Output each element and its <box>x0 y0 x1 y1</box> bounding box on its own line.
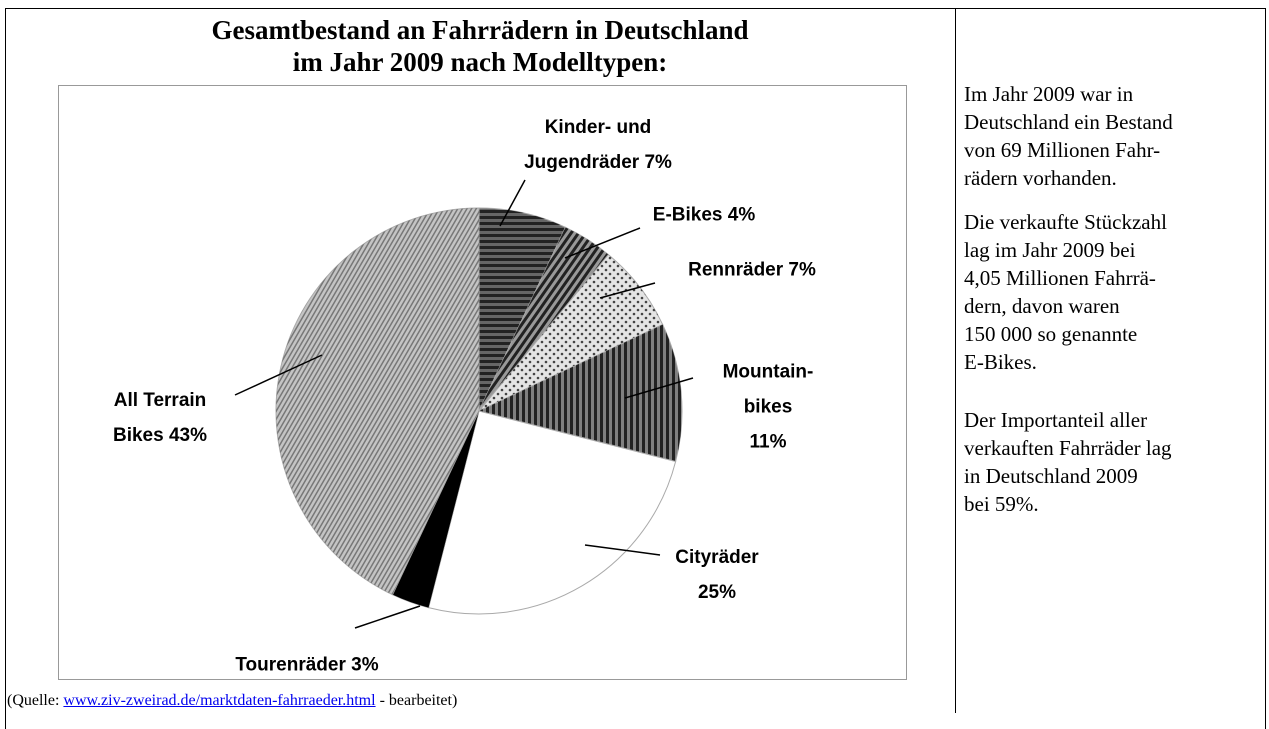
paragraph: Die verkaufte Stückzahl lag im Jahr 2009 … <box>964 208 1264 376</box>
text-line: 150 000 so genannte <box>964 322 1138 346</box>
value-label: 7% <box>644 152 672 173</box>
leader-line <box>234 354 323 396</box>
page-frame <box>5 8 1266 729</box>
slice-texture <box>276 208 479 595</box>
text-line: Der Importanteil aller <box>964 408 1148 432</box>
slice-texture <box>428 411 676 614</box>
category-name: Tourenräder <box>235 654 346 676</box>
leader-line <box>624 377 694 399</box>
text-line: bei 59%. <box>964 492 1039 516</box>
source-suffix: - bearbeitet) <box>375 692 458 709</box>
slice-label: Kinder- und Jugendräder 7% <box>503 110 693 180</box>
column-divider <box>955 8 956 713</box>
text-line: dern, davon waren <box>964 294 1120 318</box>
leader-line <box>499 179 526 227</box>
title-line: im Jahr 2009 nach Modelltypen: <box>292 47 668 77</box>
paragraph: Der Importanteil aller verkauften Fahrräd… <box>964 406 1264 518</box>
text-line: verkauften Fahrräder lag <box>964 436 1172 460</box>
slices <box>275 207 683 615</box>
slice-label: Cityräder 25% <box>657 540 777 610</box>
text-line: Im Jahr 2009 war in <box>964 82 1134 106</box>
chart-title: Gesamtbestand an Fahrrädern in Deutschla… <box>5 14 955 78</box>
chart <box>234 179 694 629</box>
slice-texture <box>479 227 609 411</box>
sidebar: Im Jahr 2009 war in Deutschland ein Besta… <box>964 80 1264 534</box>
text-line: 4,05 Millionen Fahrrä- <box>964 266 1156 290</box>
value-label: 11% <box>749 431 787 453</box>
text-line: lag im Jahr 2009 bei <box>964 238 1136 262</box>
slice-label: Mountain-bikes 11% <box>713 355 823 460</box>
title-line: Gesamtbestand an Fahrrädern in Deutschla… <box>211 15 749 45</box>
leader-line <box>584 544 661 556</box>
slice-label: All Terrain Bikes 43% <box>95 383 225 453</box>
category-name: Mountain-bikes <box>722 361 814 418</box>
text-line: Deutschland ein Bestand <box>964 110 1173 134</box>
text-line: E-Bikes. <box>964 350 1037 374</box>
text-line: in Deutschland 2009 <box>964 464 1138 488</box>
slice-label: E-Bikes 4% <box>604 198 804 233</box>
text-line: rädern vorhanden. <box>964 166 1117 190</box>
category-name: Kinder- und Jugendräder <box>524 117 652 173</box>
leader-line <box>564 227 641 259</box>
slice-texture <box>479 324 682 462</box>
leader-line <box>354 605 421 629</box>
text-line: Die verkaufte Stückzahl <box>964 210 1167 234</box>
source-note: (Quelle: www.ziv-zweirad.de/marktdaten-f… <box>7 692 457 710</box>
source-prefix: (Quelle: <box>7 692 64 709</box>
slice-label: Rennräder 7% <box>652 253 852 288</box>
value-label: 25% <box>697 582 737 603</box>
category-name: Rennräder <box>688 259 784 281</box>
slice-texture <box>392 411 479 608</box>
slice-texture <box>479 208 566 411</box>
category-name: E-Bikes <box>652 204 723 226</box>
category-name: All Terrain Bikes <box>112 390 207 446</box>
value-label: 43% <box>168 425 207 446</box>
paragraph: Im Jahr 2009 war in Deutschland ein Besta… <box>964 80 1264 192</box>
value-label: 7% <box>788 259 816 281</box>
source-link[interactable]: www.ziv-zweirad.de/marktdaten-fahrraeder… <box>63 692 376 709</box>
value-label: 3% <box>351 654 379 676</box>
category-name: Cityräder <box>675 547 759 568</box>
page: Gesamtbestand an Fahrrädern in Deutschla… <box>5 8 1266 729</box>
slice-label: Tourenräder 3% <box>207 648 407 683</box>
value-label: 4% <box>727 204 756 226</box>
text-line: von 69 Millionen Fahr- <box>964 138 1161 162</box>
leader-line <box>599 282 656 299</box>
